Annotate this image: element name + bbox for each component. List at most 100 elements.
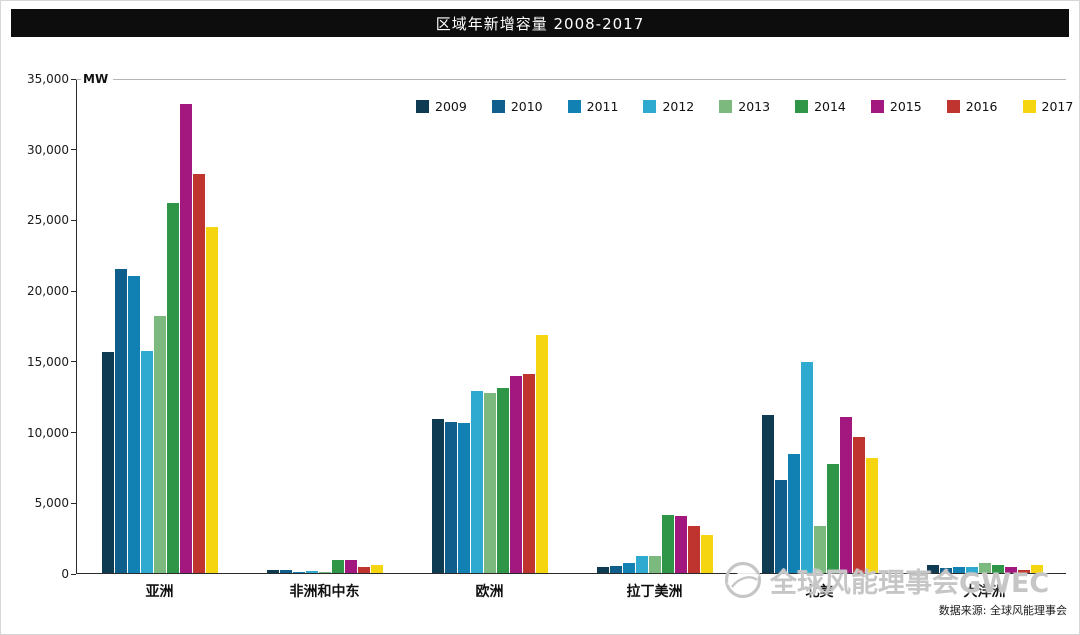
bar-europe-2011 xyxy=(457,423,470,573)
legend-item-2012: 2012 xyxy=(643,99,694,114)
legend-swatch xyxy=(795,99,809,113)
bar-latin-america-2013 xyxy=(648,556,661,573)
y-tick-label: 35,000 xyxy=(27,72,69,86)
bar-africa-middle-east-2017 xyxy=(370,564,383,573)
source-note: 数据来源: 全球风能理事会 xyxy=(938,604,1067,617)
legend-swatch xyxy=(946,99,960,113)
bar-north-america-2016 xyxy=(852,437,865,573)
bar-africa-middle-east-2015 xyxy=(344,559,357,573)
bar-pacific-2013 xyxy=(978,563,991,573)
legend-swatch xyxy=(416,99,429,113)
y-tick-mark xyxy=(71,290,76,292)
y-axis-unit-label: MW xyxy=(81,71,114,87)
bar-asia-2010 xyxy=(114,268,127,573)
x-category-label: 欧洲 xyxy=(475,584,504,600)
x-category-label: 拉丁美洲 xyxy=(626,584,683,600)
x-category-label: 大洋洲 xyxy=(963,584,1006,600)
bar-pacific-2014 xyxy=(991,564,1004,573)
bar-north-america-2017 xyxy=(865,458,878,573)
bar-africa-middle-east-2016 xyxy=(357,567,370,573)
bar-latin-america-2012 xyxy=(635,556,648,573)
bar-europe-2017 xyxy=(535,335,548,573)
legend-year-label: 2011 xyxy=(586,98,619,114)
bar-pacific-2016 xyxy=(1017,570,1030,573)
legend-year-label: 2016 xyxy=(965,98,998,114)
legend-item-2013: 2013 xyxy=(719,99,770,114)
legend-swatch xyxy=(1022,99,1036,113)
bar-north-america-2013 xyxy=(813,526,826,573)
bar-africa-middle-east-2012 xyxy=(305,570,318,573)
legend-item-2010: 2010 xyxy=(491,99,543,114)
bar-pacific-2012 xyxy=(965,567,978,573)
bar-africa-middle-east-2013 xyxy=(318,571,331,573)
bar-europe-2010 xyxy=(444,421,457,573)
bar-pacific-2017 xyxy=(1030,564,1043,573)
bar-pacific-2009 xyxy=(926,564,939,573)
bar-pacific-2010 xyxy=(939,568,952,573)
legend-item-2015: 2015 xyxy=(870,98,922,114)
bar-latin-america-2016 xyxy=(687,526,700,573)
legend-swatch xyxy=(719,99,733,113)
bar-latin-america-2009 xyxy=(596,567,609,573)
legend-year-label: 2014 xyxy=(814,98,846,114)
legend: 2009 2010 2011 2012 2013 2014 2015 2016 2017 xyxy=(416,98,1073,114)
legend-swatch xyxy=(491,99,505,113)
y-tick-mark xyxy=(71,573,76,575)
bar-pacific-2011 xyxy=(952,567,965,573)
y-tick-mark xyxy=(71,502,76,504)
y-tick-label: 20,000 xyxy=(27,284,69,299)
legend-item-2016: 2016 xyxy=(946,98,998,114)
bar-asia-2015 xyxy=(179,103,192,573)
y-tick-mark xyxy=(71,78,76,80)
bar-latin-america-2017 xyxy=(700,534,713,573)
bar-latin-america-2011 xyxy=(622,563,635,573)
y-tick-label: 15,000 xyxy=(27,354,69,369)
legend-year-label: 2017 xyxy=(1041,98,1074,114)
bar-asia-2016 xyxy=(192,174,205,573)
legend-year-label: 2013 xyxy=(738,98,771,114)
x-category-label: 非洲和中东 xyxy=(289,584,360,600)
bar-north-america-2014 xyxy=(826,464,839,573)
bar-north-america-2011 xyxy=(787,454,800,573)
x-category-label: 亚洲 xyxy=(145,584,174,600)
bar-north-america-2012 xyxy=(800,362,813,573)
y-tick-mark xyxy=(71,361,76,363)
bar-europe-2012 xyxy=(470,390,483,573)
legend-swatch xyxy=(567,99,581,113)
legend-item-2014: 2014 xyxy=(795,99,846,114)
legend-item-2017: 2017 xyxy=(1022,98,1074,114)
y-tick-mark xyxy=(71,432,76,434)
bar-asia-2013 xyxy=(153,315,166,573)
y-tick-mark xyxy=(71,149,76,151)
bar-asia-2012 xyxy=(140,351,153,573)
legend-year-label: 2012 xyxy=(662,98,695,114)
bar-europe-2016 xyxy=(522,373,535,573)
legend-swatch xyxy=(643,99,657,113)
legend-item-2011: 2011 xyxy=(567,98,619,114)
legend-year-label: 2015 xyxy=(889,98,922,114)
bar-latin-america-2015 xyxy=(674,516,687,573)
legend-item-2009: 2009 xyxy=(416,99,467,114)
bar-asia-2014 xyxy=(166,202,179,573)
x-category-label: 北美 xyxy=(805,584,834,600)
chart-title-bar: 区域年新增容量 2008-2017 xyxy=(11,9,1069,37)
y-tick-label: 10,000 xyxy=(27,425,69,440)
bar-north-america-2010 xyxy=(774,479,787,573)
plot-area: 亚洲 非洲和中东 欧洲 拉丁美洲 北美 大洋洲 xyxy=(76,79,1066,600)
chart-title: 区域年新增容量 2008-2017 xyxy=(435,14,645,33)
bar-africa-middle-east-2014 xyxy=(331,560,344,573)
bar-pacific-2015 xyxy=(1004,567,1017,573)
bar-africa-middle-east-2010 xyxy=(279,570,292,573)
y-tick-label: 0 xyxy=(61,567,69,581)
y-tick-label: 25,000 xyxy=(27,213,69,228)
y-tick-label: 30,000 xyxy=(27,142,69,157)
bar-asia-2009 xyxy=(101,352,114,573)
bar-north-america-2015 xyxy=(839,417,852,573)
top-gridline xyxy=(76,79,1066,80)
y-tick-label: 5,000 xyxy=(34,496,69,511)
bar-europe-2013 xyxy=(483,393,496,573)
bar-latin-america-2014 xyxy=(661,515,674,573)
y-tick-mark xyxy=(71,219,76,221)
bar-asia-2011 xyxy=(127,276,140,573)
